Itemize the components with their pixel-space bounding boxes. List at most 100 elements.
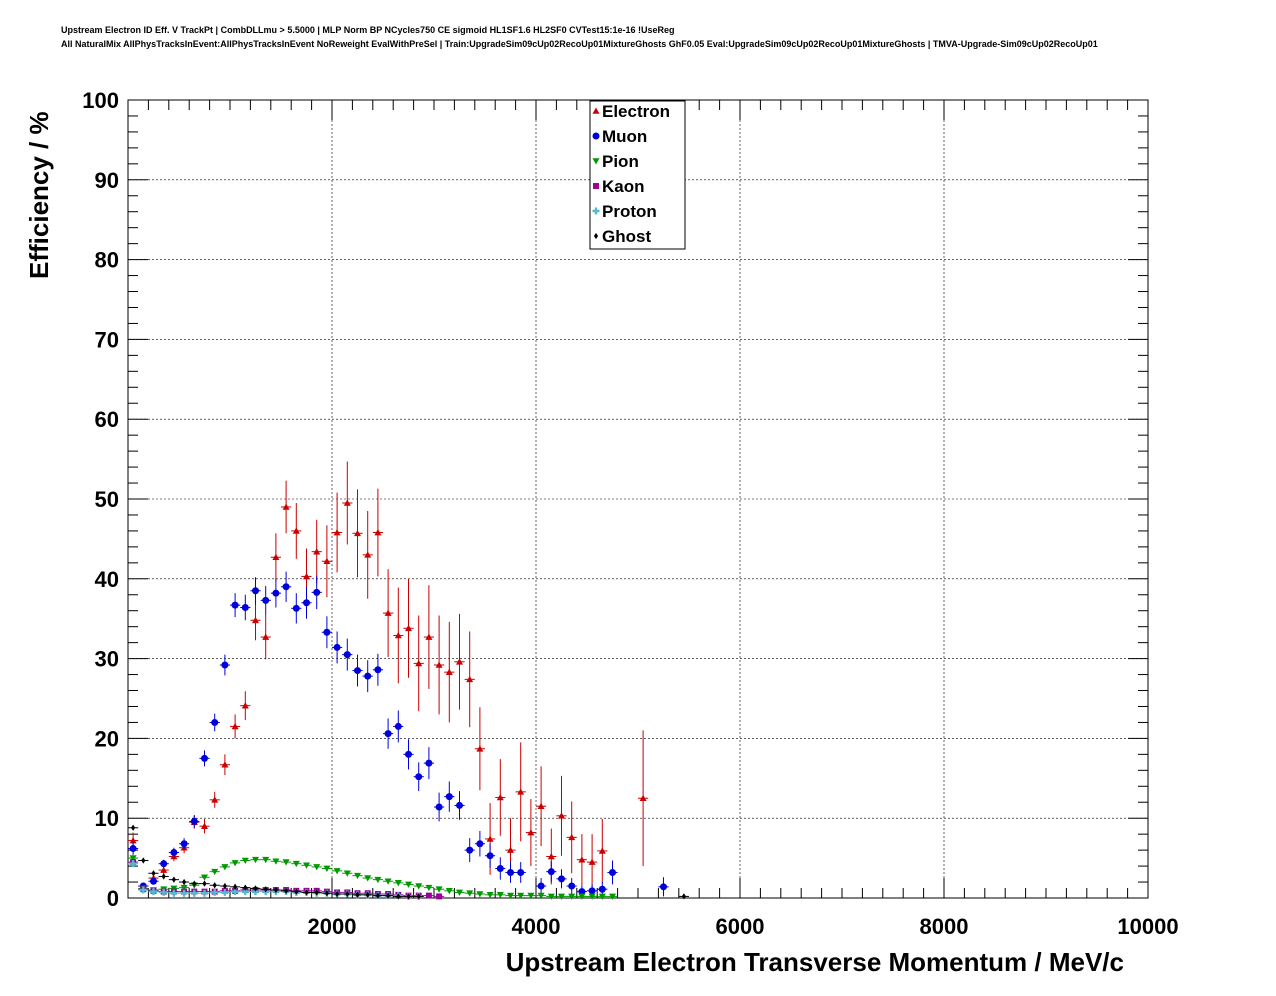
pion-marker [537,892,545,900]
pion-data-point [556,893,567,900]
ghost-data-point [362,891,373,898]
electron-marker [425,633,433,640]
legend-entry-kaon: Kaon [593,177,645,196]
muon-data-point [607,860,618,885]
ghost-data-point [219,882,230,890]
electron-marker [558,812,565,819]
ghost-marker [192,880,197,887]
proton-marker [129,860,137,868]
electron-marker [374,529,382,536]
electron-data-point [638,730,649,867]
muon-marker [303,599,310,607]
muon-data-point [199,750,210,767]
proton-marker [241,888,249,896]
electron-data-point [495,759,506,836]
electron-marker [639,794,647,802]
pion-marker [486,892,494,899]
pion-marker [262,856,270,864]
pion-data-point [474,891,485,898]
proton-data-point [209,888,220,896]
legend-marker-muon [592,132,600,140]
y-tick-label: 50 [95,487,119,512]
y-tick-label: 100 [82,88,119,113]
muon-marker [435,803,443,811]
y-tick-label: 80 [95,248,119,273]
pion-data-point [291,860,302,868]
ghost-data-point [209,882,220,889]
electron-data-point [270,533,281,582]
muon-data-point [270,578,281,608]
electron-marker [313,548,321,555]
legend-label-kaon: Kaon [602,177,645,196]
electron-data-point [597,818,608,883]
ghost-data-point [301,889,312,896]
pion-marker [323,865,331,872]
electron-data-point [230,714,241,739]
pion-marker [231,860,239,867]
pion-data-point [362,875,373,882]
pion-marker [415,883,423,890]
pion-data-point [495,892,506,899]
electron-marker [333,529,341,536]
proton-data-point [179,889,190,897]
ghost-marker [171,876,176,883]
muon-data-point [372,653,383,686]
electron-marker [415,659,423,667]
ghost-marker [131,824,136,831]
kaon-marker [425,892,432,899]
legend-entry-proton: Proton [592,202,657,221]
proton-marker [221,888,229,896]
proton-marker [139,886,147,894]
ghost-marker [304,889,309,896]
pion-data-point [260,856,271,864]
y-tick-label: 0 [107,886,119,911]
muon-data-point [546,861,557,883]
muon-data-point [658,877,669,897]
ghost-data-point [393,893,404,900]
ghost-data-point [230,883,241,890]
proton-marker [190,889,198,897]
pion-data-point [454,889,465,896]
electron-data-point [403,578,414,678]
ghost-data-point [148,870,159,877]
pion-data-point [321,865,332,872]
electron-data-point [219,754,230,776]
pion-data-point [179,884,190,892]
pion-marker [129,855,137,862]
electron-data-point [332,492,343,573]
ghost-data-point [342,890,353,898]
proton-marker [180,889,188,897]
electron-marker [456,658,463,665]
pion-marker [211,868,219,876]
kaon-marker [436,893,443,900]
proton-data-point [189,889,200,897]
muon-data-point [536,878,547,895]
electron-marker [231,722,239,730]
pion-data-point [566,893,577,900]
ghost-marker [161,873,166,880]
muon-data-point [128,842,139,855]
muon-marker [282,583,290,591]
muon-data-point [240,594,251,621]
electron-data-point [434,615,445,715]
axis-ticks [127,99,1149,899]
legend-marker-kaon [593,183,599,189]
muon-data-point [209,713,220,732]
muon-data-point [413,762,424,792]
ghost-marker [345,890,350,898]
pion-marker [578,893,586,900]
muon-marker [170,849,178,857]
x-tick-label: 6000 [716,914,765,939]
electron-marker [486,835,494,842]
muon-marker [405,750,412,758]
ghost-marker [355,891,360,898]
proton-data-point [219,888,230,896]
ghost-marker [406,893,411,900]
y-tick-label: 90 [95,168,119,193]
muon-marker [160,860,168,868]
pion-marker [517,892,525,900]
pion-marker [374,876,382,884]
electron-marker [343,499,351,506]
muon-marker [180,840,188,848]
electron-marker [445,668,453,675]
